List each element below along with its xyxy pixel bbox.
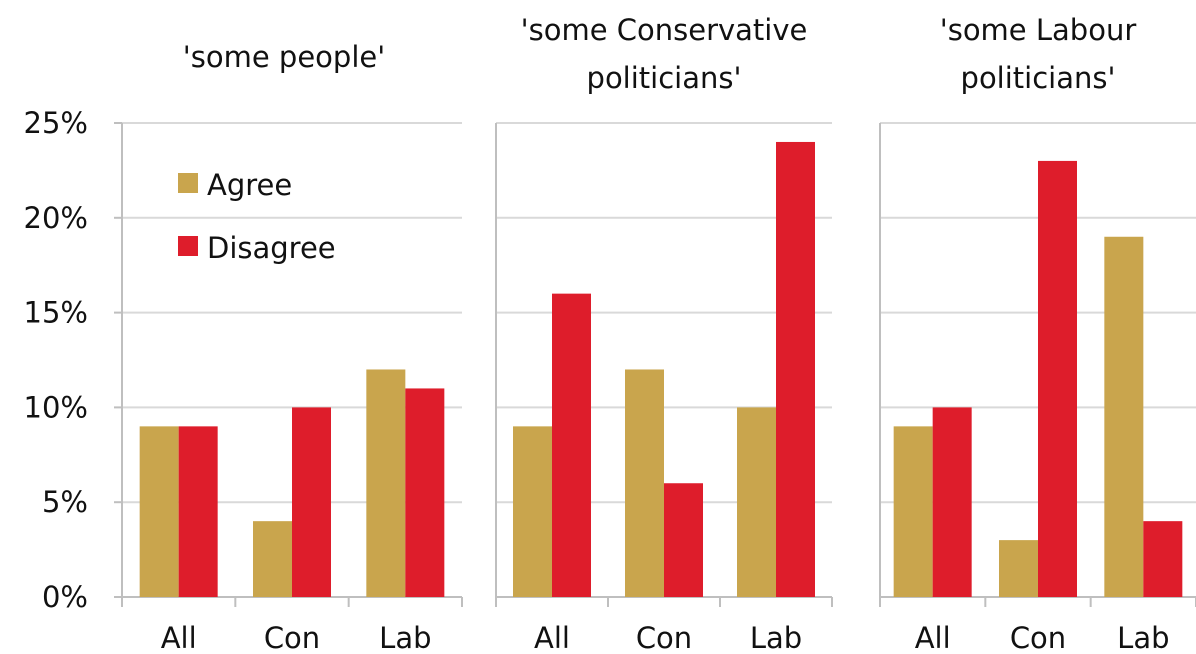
panel-3: All Con Lab 'some Labour politicians' [879,13,1196,654]
x-tick-label-con: Con [264,621,320,654]
panel-title: 'some people' [183,40,385,74]
panel-1: 0% 5% 10% 15% 20% 25% All Con Lab 'some people' [24,40,463,654]
bar-disagree-con [1038,160,1077,598]
bar-agree-con [625,369,664,597]
bar-disagree-con [292,407,331,597]
bar-disagree-lab [1143,521,1183,597]
bar-agree-con [999,540,1038,597]
x-tick-label-all: All [915,621,951,654]
y-tick-label-0: 0% [42,580,88,614]
bar-agree-all [893,426,933,597]
x-tick-label-lab: Lab [379,621,431,654]
bar-agree-lab [1104,236,1144,597]
panel-title-line-2: politicians' [961,61,1116,95]
y-tick-label-4: 20% [24,201,88,235]
y-tick-label-1: 5% [42,485,88,519]
panel-title-line-1: 'some Labour [940,13,1137,47]
x-tick-label-lab: Lab [1117,621,1169,654]
x-tick-label-all: All [161,621,197,654]
bar-disagree-all [552,293,591,597]
bar-disagree-con [664,483,703,597]
bar-agree-con [253,521,292,597]
bar-agree-all [513,426,552,597]
legend-label-disagree: Disagree [207,231,336,265]
y-tick-label-5: 25% [24,106,88,140]
y-tick-label-2: 10% [24,390,88,424]
bar-disagree-all [932,407,972,597]
panel-2: All Con Lab 'some Conservative politicians' [495,13,833,654]
bar-agree-all [139,426,179,597]
legend-swatch-disagree [178,236,198,256]
x-tick-label-con: Con [1010,621,1066,654]
legend-swatch-agree [178,173,198,193]
bar-agree-lab [737,407,776,597]
legend: Agree Disagree [178,168,336,265]
y-tick-label-3: 15% [24,296,88,330]
legend-label-agree: Agree [207,168,292,202]
bar-disagree-lab [405,388,445,597]
bar-agree-lab [366,369,406,597]
bar-disagree-all [178,426,218,597]
x-tick-label-con: Con [636,621,692,654]
bar-disagree-lab [776,141,815,597]
panel-title-line-1: 'some Conservative [521,13,808,47]
x-tick-label-all: All [534,621,570,654]
panel-title-line-2: politicians' [587,61,742,95]
x-tick-label-lab: Lab [750,621,802,654]
